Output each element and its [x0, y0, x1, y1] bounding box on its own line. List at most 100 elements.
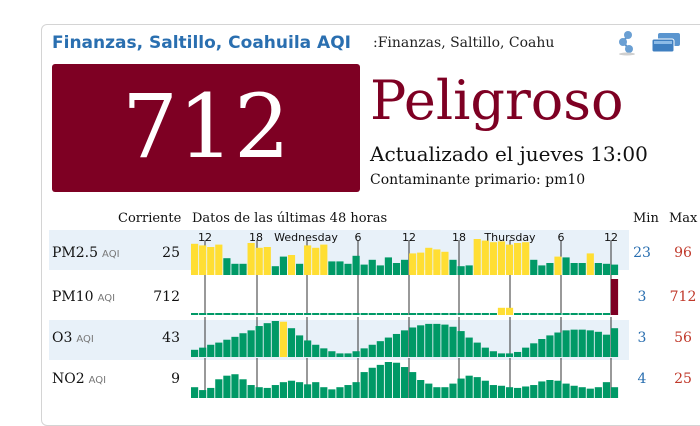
- pollutant-name-no2[interactable]: NO2 AQI: [52, 371, 107, 387]
- current-value-no2: 9: [171, 371, 180, 387]
- history-bar: [602, 313, 611, 315]
- history-bar: [400, 313, 409, 315]
- history-bar: [586, 330, 594, 357]
- history-bar: [336, 261, 344, 275]
- history-bar: [344, 263, 352, 275]
- history-bar: [295, 335, 304, 357]
- station-subtitle: :Finanzas, Saltillo, Coahu: [373, 35, 555, 51]
- history-bar: [441, 324, 449, 357]
- history-bar: [352, 255, 360, 275]
- pollutant-name-pm10[interactable]: PM10 AQI: [52, 289, 116, 305]
- history-bar: [328, 389, 336, 398]
- history-bar: [610, 279, 619, 315]
- history-bar: [328, 351, 336, 357]
- history-bar: [546, 263, 554, 275]
- history-charts: 12 18 Wednesday 6 12 18 Thursday 6 12: [191, 231, 619, 398]
- history-bar: [239, 379, 247, 398]
- history-bar: [514, 243, 522, 275]
- history-bar: [368, 313, 376, 315]
- history-bar: [562, 257, 570, 275]
- history-bar: [570, 313, 578, 315]
- history-bar: [505, 387, 514, 398]
- history-bar: [409, 313, 417, 315]
- history-bar: [223, 375, 231, 398]
- history-bar: [384, 313, 392, 315]
- history-bar: [247, 243, 255, 275]
- history-bar: [578, 387, 586, 398]
- pollutant-name-o3[interactable]: O3 AQI: [52, 330, 94, 346]
- windows-icon[interactable]: [650, 32, 682, 56]
- history-bar: [586, 253, 594, 275]
- history-bar: [207, 387, 215, 398]
- history-bar: [546, 335, 554, 357]
- history-bar: [295, 313, 304, 315]
- history-bar: [312, 344, 320, 357]
- history-bar: [505, 244, 514, 275]
- history-bar: [304, 313, 312, 315]
- history-bar: [400, 330, 409, 357]
- time-axis-label: 6: [355, 231, 362, 244]
- history-bar: [409, 327, 417, 357]
- history-bar: [522, 313, 530, 315]
- history-bar: [578, 263, 586, 275]
- history-bar: [465, 337, 473, 357]
- history-bar: [231, 313, 239, 315]
- history-bar: [554, 256, 562, 275]
- history-bar: [392, 263, 401, 275]
- history-bar: [279, 313, 288, 315]
- history-bar: [320, 244, 328, 275]
- history-bar: [505, 307, 514, 315]
- history-bar: [554, 332, 562, 357]
- time-axis-label: 12: [604, 231, 618, 244]
- history-bar: [497, 353, 506, 357]
- station-title-link[interactable]: Finanzas, Saltillo, Coahuila AQI: [52, 33, 351, 53]
- history-bar: [247, 385, 255, 398]
- history-bar: [514, 351, 522, 357]
- history-bar: [295, 382, 304, 398]
- time-axis-label: 6: [558, 231, 565, 244]
- history-bar: [481, 347, 489, 357]
- history-bar: [602, 263, 611, 275]
- history-bar: [263, 323, 271, 357]
- time-axis-label: Thursday: [483, 231, 536, 244]
- history-bar: [457, 313, 465, 315]
- history-bar: [570, 385, 578, 398]
- history-bar: [191, 243, 199, 275]
- history-bar: [433, 323, 441, 357]
- history-bar: [465, 313, 473, 315]
- history-bar: [586, 388, 594, 398]
- history-bar: [304, 384, 312, 398]
- history-bar: [239, 313, 247, 315]
- history-bar: [522, 347, 530, 357]
- primary-pollutant: Contaminante primario: pm10: [370, 172, 586, 188]
- history-bar: [530, 313, 538, 315]
- history-bar: [530, 259, 538, 275]
- history-bar: [199, 245, 207, 275]
- history-bar: [376, 313, 384, 315]
- history-bar: [352, 382, 360, 398]
- history-bar: [304, 245, 312, 275]
- current-column-header: Corriente: [118, 211, 182, 226]
- history-bar: [360, 372, 368, 398]
- max-value-pm25: 96: [674, 245, 692, 261]
- history-bar: [295, 263, 304, 275]
- history-bar: [522, 242, 530, 275]
- history-bar: [400, 367, 409, 398]
- history-column-header: Datos de las últimas 48 horas: [192, 211, 388, 226]
- pollutant-name-pm25[interactable]: PM2.5 AQI: [52, 245, 120, 261]
- share-icon[interactable]: [616, 30, 638, 56]
- history-bar: [594, 313, 602, 315]
- history-bar: [368, 367, 376, 398]
- min-value-o3: 3: [637, 330, 647, 346]
- max-value-o3: 56: [674, 330, 692, 346]
- history-bar: [457, 331, 465, 357]
- history-bar: [191, 387, 199, 398]
- history-bar: [247, 330, 255, 357]
- history-bar: [384, 337, 392, 357]
- history-bar: [465, 375, 473, 398]
- history-bar: [320, 348, 328, 357]
- history-bar: [279, 256, 288, 275]
- history-bar: [199, 390, 207, 398]
- max-column-header: Max: [669, 211, 698, 226]
- history-bar: [336, 387, 344, 398]
